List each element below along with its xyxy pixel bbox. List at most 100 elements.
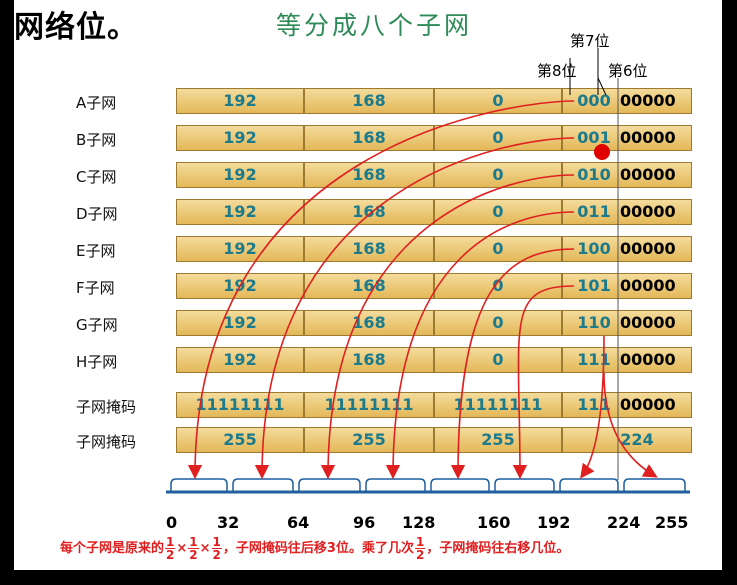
octet-cell <box>176 88 304 114</box>
octet-cell <box>434 199 562 225</box>
octet-value: 255 <box>481 430 515 449</box>
range-bracket <box>170 478 228 492</box>
note-part2: ，子网掩码往后移3位。乘了几次 <box>222 541 414 556</box>
subnet-arrow <box>580 335 605 479</box>
tick-label: 224 <box>607 513 641 532</box>
octet-cell <box>434 162 562 188</box>
octet-value: 168 <box>352 202 386 221</box>
range-bracket <box>559 478 619 492</box>
subnet-arrow <box>450 248 575 480</box>
subnet-bits: 011 <box>577 202 611 221</box>
subnet-arrow <box>254 137 575 480</box>
octet-value: 192 <box>223 313 257 332</box>
subnet-arrow <box>385 211 575 480</box>
subnet-bits: 100 <box>577 239 611 258</box>
subnet-arrow <box>187 100 575 480</box>
octet-cell <box>434 236 562 262</box>
subnet-arrow <box>603 372 658 478</box>
octet-cell <box>434 427 562 453</box>
row-label: C子网 <box>76 168 117 186</box>
octet-value: 255 <box>223 430 257 449</box>
octet-value: 0 <box>492 239 504 258</box>
octet-cell <box>562 347 692 373</box>
octet-value: 0 <box>492 202 504 221</box>
tick-label: 128 <box>402 513 436 532</box>
octet-cell <box>176 125 304 151</box>
bit7-label: 第7位 <box>570 32 610 50</box>
row-label: D子网 <box>76 205 118 223</box>
subnet-arrow <box>512 285 575 480</box>
octet-cell <box>304 427 434 453</box>
tick-label: 0 <box>166 513 178 532</box>
range-bracket <box>623 478 686 492</box>
octet-value: 168 <box>352 350 386 369</box>
host-bits: 00000 <box>620 128 676 147</box>
octet-cell <box>562 310 692 336</box>
subnet-bits: 010 <box>577 165 611 184</box>
octet-cell <box>176 199 304 225</box>
octet-cell <box>434 347 562 373</box>
octet-value: 0 <box>492 350 504 369</box>
octet-value: 192 <box>223 350 257 369</box>
octet-value: 11111111 <box>324 395 414 414</box>
range-bracket <box>232 478 294 492</box>
octet-value: 192 <box>223 165 257 184</box>
subnet-arrow <box>320 174 575 480</box>
octet-cell <box>176 310 304 336</box>
range-bracket <box>365 478 426 492</box>
tick-label: 255 <box>655 513 689 532</box>
octet-cell <box>434 88 562 114</box>
octet-value: 0 <box>492 91 504 110</box>
octet-cell <box>304 88 434 114</box>
octet-value: 11111111 <box>195 395 285 414</box>
host-bits: 00000 <box>620 313 676 332</box>
row-label: B子网 <box>76 131 117 149</box>
subnet-bits: 000 <box>577 91 611 110</box>
explanation-note: 每个子网是原来的 1 2 × 1 2 × 1 2 ，子网掩码往后移3位。乘了几次 1 2 ，子网掩码往右… <box>60 535 570 562</box>
bit6-label: 第6位 <box>608 62 648 80</box>
octet-cell <box>304 392 434 418</box>
bit8-label: 第8位 <box>537 62 577 80</box>
subnet-arrows <box>187 100 658 480</box>
range-bracket <box>430 478 490 492</box>
host-bits: 00000 <box>620 276 676 295</box>
octet-cell <box>434 125 562 151</box>
octet-value: 168 <box>352 165 386 184</box>
tick-label: 192 <box>537 513 571 532</box>
octet-cell <box>304 199 434 225</box>
subnet-bits: 001 <box>577 128 611 147</box>
tick-label: 32 <box>217 513 240 532</box>
octet-value: 192 <box>223 128 257 147</box>
octet-cell <box>562 88 692 114</box>
octet-cell <box>562 162 692 188</box>
row-label: E子网 <box>76 242 116 260</box>
octet-value: 192 <box>223 239 257 258</box>
note-part3: ，子网掩码往右移几位。 <box>426 541 570 556</box>
row-label: A子网 <box>76 94 117 112</box>
range-bracket <box>494 478 555 492</box>
octet-cell <box>434 392 562 418</box>
host-bits: 00000 <box>620 350 676 369</box>
octet-value: 224 <box>620 430 654 449</box>
slide-heading: 网络位。 <box>14 10 138 45</box>
row-label: G子网 <box>76 316 118 334</box>
octet-value: 168 <box>352 91 386 110</box>
tick-label: 64 <box>287 513 310 532</box>
subnet-bits: 101 <box>577 276 611 295</box>
octet-cell <box>176 347 304 373</box>
octet-cell <box>562 199 692 225</box>
octet-value: 0 <box>492 128 504 147</box>
octet-value: 0 <box>492 276 504 295</box>
octet-value: 255 <box>352 430 386 449</box>
host-bits: 00000 <box>620 202 676 221</box>
octet-cell <box>562 392 692 418</box>
octet-value: 192 <box>223 91 257 110</box>
octet-cell <box>434 310 562 336</box>
note-part1: 每个子网是原来的 <box>60 541 165 556</box>
